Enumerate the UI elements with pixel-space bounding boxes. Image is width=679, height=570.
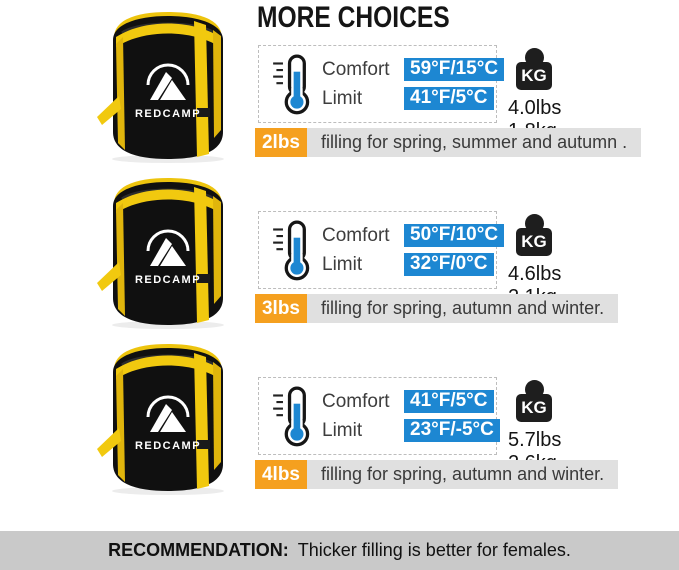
fill-info-bar: 2lbs filling for spring, summer and autu…	[255, 128, 642, 157]
right-strap	[194, 187, 209, 323]
limit-rating: Limit 32°F/0°C	[322, 251, 504, 278]
compression-sack-image: REDCAMP	[97, 12, 224, 163]
logo-arc	[146, 395, 190, 418]
fill-info-bar: 4lbs filling for spring, autumn and wint…	[255, 460, 619, 489]
kettlebell-label: KG	[516, 394, 552, 422]
comfort-rating: Comfort 59°F/15°C	[322, 56, 505, 83]
limit-rating: Limit 41°F/5°C	[322, 85, 504, 112]
thermometer-icon	[273, 386, 310, 447]
kettlebell-icon: KG	[514, 380, 554, 422]
comfort-rating: Comfort 41°F/5°C	[322, 388, 500, 415]
compression-sack-image: REDCAMP	[97, 178, 224, 329]
weight-lbs: 5.7lbs	[508, 429, 562, 451]
right-strap	[194, 353, 209, 489]
kettlebell-icon: KG	[514, 214, 554, 256]
recommendation-text: Thicker filling is better for females.	[297, 540, 571, 560]
fill-description: filling for spring, autumn and winter.	[307, 294, 619, 323]
logo-arc	[146, 229, 190, 252]
fill-info-bar: 3lbs filling for spring, autumn and wint…	[255, 294, 619, 323]
kettlebell-label: KG	[516, 62, 552, 90]
product-row: REDCAMP Comfort 59°F/15°C Limit	[0, 0, 679, 166]
loose-strap	[97, 262, 121, 291]
product-row: REDCAMP Comfort 50°F/10°C Limit	[0, 166, 679, 332]
compression-sack-image: REDCAMP	[97, 344, 224, 495]
page-title: MORE CHOICES	[257, 1, 450, 34]
product-image: REDCAMP	[92, 174, 244, 330]
product-image: REDCAMP	[92, 340, 244, 496]
kettlebell-label: KG	[516, 228, 552, 256]
top-strap	[116, 189, 220, 213]
top-strap	[116, 23, 220, 47]
comfort-value: 41°F/5°C	[404, 389, 494, 414]
top-strap	[116, 355, 220, 379]
left-strap	[116, 37, 125, 150]
temperature-panel: Comfort 50°F/10°C Limit 32°F/0°C	[258, 211, 505, 289]
left-strap	[116, 203, 125, 316]
brand-logo-text: REDCAMP	[135, 274, 201, 286]
fill-weight-badge: 2lbs	[255, 128, 307, 157]
comfort-label: Comfort	[322, 390, 390, 412]
recommendation-bar: RECOMMENDATION: Thicker filling is bette…	[0, 531, 679, 570]
left-strap	[116, 369, 125, 482]
weight-lbs: 4.0lbs	[508, 97, 562, 119]
brand-logo-text: REDCAMP	[135, 440, 201, 452]
comfort-value: 59°F/15°C	[404, 57, 505, 82]
temperature-panel: Comfort 59°F/15°C Limit 41°F/5°C	[258, 45, 505, 123]
fill-description: filling for spring, autumn and winter.	[307, 460, 619, 489]
right-strap	[194, 21, 209, 157]
fill-weight-badge: 4lbs	[255, 460, 307, 489]
weight-lbs: 4.6lbs	[508, 263, 562, 285]
comfort-label: Comfort	[322, 224, 390, 246]
temperature-panel: Comfort 41°F/5°C Limit 23°F/-5°C	[258, 377, 500, 455]
product-row: REDCAMP Comfort 41°F/5°C Limit	[0, 332, 679, 498]
thermometer-icon	[273, 220, 310, 281]
limit-value: 32°F/0°C	[404, 252, 494, 277]
limit-label: Limit	[322, 253, 363, 275]
recommendation-label: RECOMMENDATION:	[108, 540, 289, 560]
limit-value: 41°F/5°C	[404, 86, 494, 111]
fill-weight-badge: 3lbs	[255, 294, 307, 323]
logo-arc	[146, 63, 190, 86]
thermometer-icon	[273, 54, 310, 115]
comfort-label: Comfort	[322, 58, 390, 80]
comfort-value: 50°F/10°C	[404, 223, 505, 248]
product-image: REDCAMP	[92, 8, 244, 164]
fill-description: filling for spring, summer and autumn .	[307, 128, 642, 157]
limit-rating: Limit 23°F/-5°C	[322, 417, 500, 444]
limit-label: Limit	[322, 87, 363, 109]
limit-label: Limit	[322, 419, 363, 441]
loose-strap	[97, 428, 121, 457]
kettlebell-icon: KG	[514, 48, 554, 90]
limit-value: 23°F/-5°C	[404, 418, 500, 443]
brand-logo-text: REDCAMP	[135, 108, 201, 120]
loose-strap	[97, 96, 121, 125]
comfort-rating: Comfort 50°F/10°C	[322, 222, 505, 249]
